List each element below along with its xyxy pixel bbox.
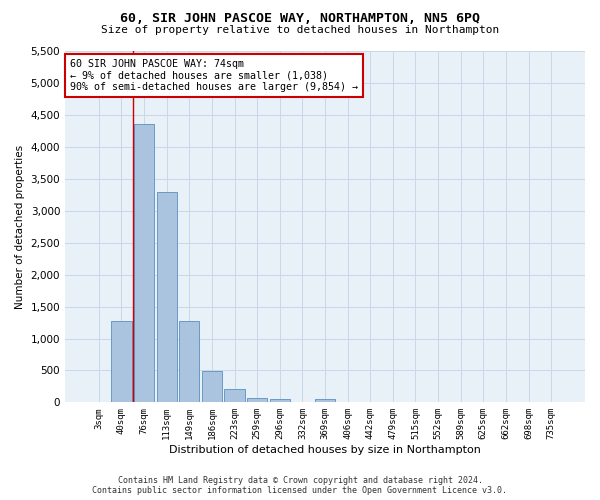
- Bar: [111, 322, 131, 402]
- X-axis label: Distribution of detached houses by size in Northampton: Distribution of detached houses by size …: [169, 445, 481, 455]
- Bar: [224, 388, 245, 402]
- Text: Size of property relative to detached houses in Northampton: Size of property relative to detached ho…: [101, 25, 499, 35]
- Bar: [247, 398, 268, 402]
- Bar: [157, 192, 177, 402]
- Text: 60, SIR JOHN PASCOE WAY, NORTHAMPTON, NN5 6PQ: 60, SIR JOHN PASCOE WAY, NORTHAMPTON, NN…: [120, 12, 480, 26]
- Y-axis label: Number of detached properties: Number of detached properties: [15, 145, 25, 309]
- Text: Contains HM Land Registry data © Crown copyright and database right 2024.
Contai: Contains HM Land Registry data © Crown c…: [92, 476, 508, 495]
- Bar: [202, 371, 222, 402]
- Bar: [315, 398, 335, 402]
- Text: 60 SIR JOHN PASCOE WAY: 74sqm
← 9% of detached houses are smaller (1,038)
90% of: 60 SIR JOHN PASCOE WAY: 74sqm ← 9% of de…: [70, 58, 358, 92]
- Bar: [269, 399, 290, 402]
- Bar: [179, 322, 199, 402]
- Bar: [134, 124, 154, 402]
